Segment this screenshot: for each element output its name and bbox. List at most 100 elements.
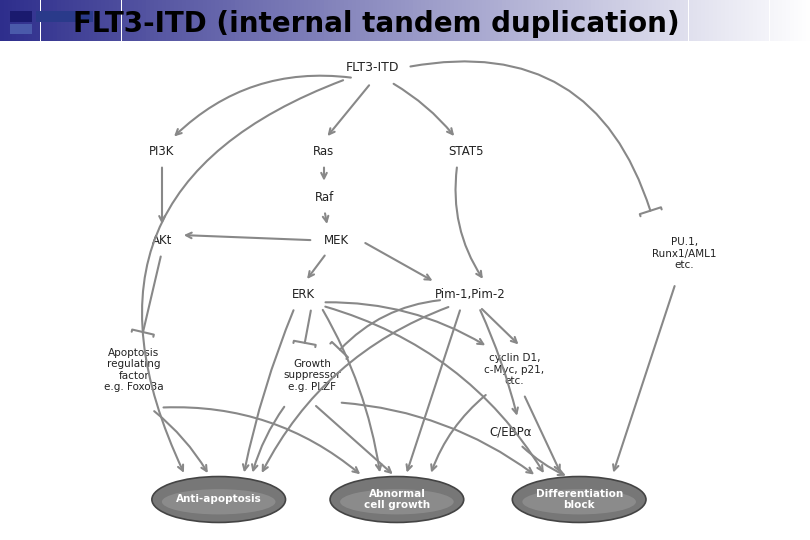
Text: Differentiation
block: Differentiation block xyxy=(535,489,623,510)
Bar xyxy=(170,0,174,40)
Bar xyxy=(790,0,794,40)
Bar xyxy=(235,0,239,40)
Bar xyxy=(531,0,535,40)
Bar xyxy=(522,0,526,40)
Bar xyxy=(247,0,251,40)
Bar xyxy=(73,0,77,40)
Bar xyxy=(441,0,446,40)
Bar xyxy=(450,0,454,40)
Bar xyxy=(190,0,194,40)
Bar xyxy=(713,0,717,40)
Bar xyxy=(745,0,749,40)
Bar xyxy=(806,0,810,40)
Bar xyxy=(761,0,765,40)
Bar xyxy=(130,0,134,40)
Bar xyxy=(344,0,348,40)
Bar xyxy=(697,0,701,40)
Bar xyxy=(0,0,4,40)
Bar xyxy=(57,0,61,40)
Bar xyxy=(65,0,69,40)
Bar xyxy=(40,0,45,40)
Bar xyxy=(126,0,130,40)
Bar xyxy=(271,0,275,40)
Text: Abnormal
cell growth: Abnormal cell growth xyxy=(364,489,430,510)
Bar xyxy=(737,0,741,40)
Bar xyxy=(510,0,514,40)
Bar xyxy=(502,0,506,40)
Bar xyxy=(348,0,352,40)
Bar xyxy=(219,0,223,40)
Bar xyxy=(16,0,20,40)
Bar xyxy=(725,0,729,40)
Bar xyxy=(591,0,595,40)
Bar xyxy=(705,0,709,40)
Bar xyxy=(369,0,373,40)
Bar xyxy=(664,0,668,40)
Bar xyxy=(150,0,154,40)
Bar xyxy=(93,0,97,40)
Text: Apoptosis
regulating
factor
e.g. Foxo3a: Apoptosis regulating factor e.g. Foxo3a xyxy=(104,348,164,392)
Text: FLT3-ITD: FLT3-ITD xyxy=(346,61,399,74)
Bar xyxy=(636,0,640,40)
Bar xyxy=(284,0,288,40)
Bar xyxy=(146,0,150,40)
Bar xyxy=(61,0,65,40)
Bar xyxy=(8,0,12,40)
Bar xyxy=(304,0,308,40)
Bar xyxy=(454,0,458,40)
Bar xyxy=(729,0,733,40)
Text: MEK: MEK xyxy=(323,234,349,247)
Bar xyxy=(154,0,158,40)
Bar xyxy=(36,0,40,40)
Bar xyxy=(551,0,555,40)
Bar xyxy=(717,0,721,40)
Bar xyxy=(757,0,761,40)
Bar xyxy=(275,0,279,40)
Bar xyxy=(672,0,676,40)
Bar xyxy=(628,0,632,40)
Bar xyxy=(693,0,697,40)
Bar xyxy=(425,0,429,40)
Text: STAT5: STAT5 xyxy=(448,145,484,158)
Bar xyxy=(45,0,49,40)
Bar xyxy=(340,0,344,40)
Bar xyxy=(433,0,437,40)
Bar xyxy=(526,0,531,40)
Bar xyxy=(543,0,547,40)
Bar xyxy=(608,0,612,40)
Bar xyxy=(539,0,543,40)
Bar xyxy=(490,0,494,40)
Bar xyxy=(612,0,616,40)
Bar xyxy=(389,0,393,40)
Bar xyxy=(81,0,85,40)
Bar xyxy=(10,24,32,35)
Bar xyxy=(571,0,575,40)
Bar xyxy=(198,0,202,40)
Bar xyxy=(292,0,296,40)
Bar xyxy=(535,0,539,40)
Text: FLT3-ITD (internal tandem duplication): FLT3-ITD (internal tandem duplication) xyxy=(73,10,680,38)
Bar xyxy=(182,0,186,40)
Bar xyxy=(417,0,421,40)
Bar xyxy=(632,0,636,40)
Bar xyxy=(300,0,304,40)
Bar xyxy=(794,0,798,40)
Bar xyxy=(324,0,328,40)
Bar xyxy=(563,0,567,40)
Text: AKt: AKt xyxy=(151,234,173,247)
Bar xyxy=(28,0,32,40)
Bar xyxy=(377,0,381,40)
Bar xyxy=(4,0,8,40)
Bar xyxy=(498,0,502,40)
Bar xyxy=(360,0,364,40)
Bar xyxy=(547,0,551,40)
Bar xyxy=(138,0,142,40)
Bar xyxy=(559,0,563,40)
Bar xyxy=(251,0,255,40)
Bar xyxy=(332,0,336,40)
Bar xyxy=(446,0,450,40)
Bar xyxy=(32,0,36,40)
Bar xyxy=(259,0,263,40)
Bar xyxy=(421,0,425,40)
Bar xyxy=(202,0,207,40)
